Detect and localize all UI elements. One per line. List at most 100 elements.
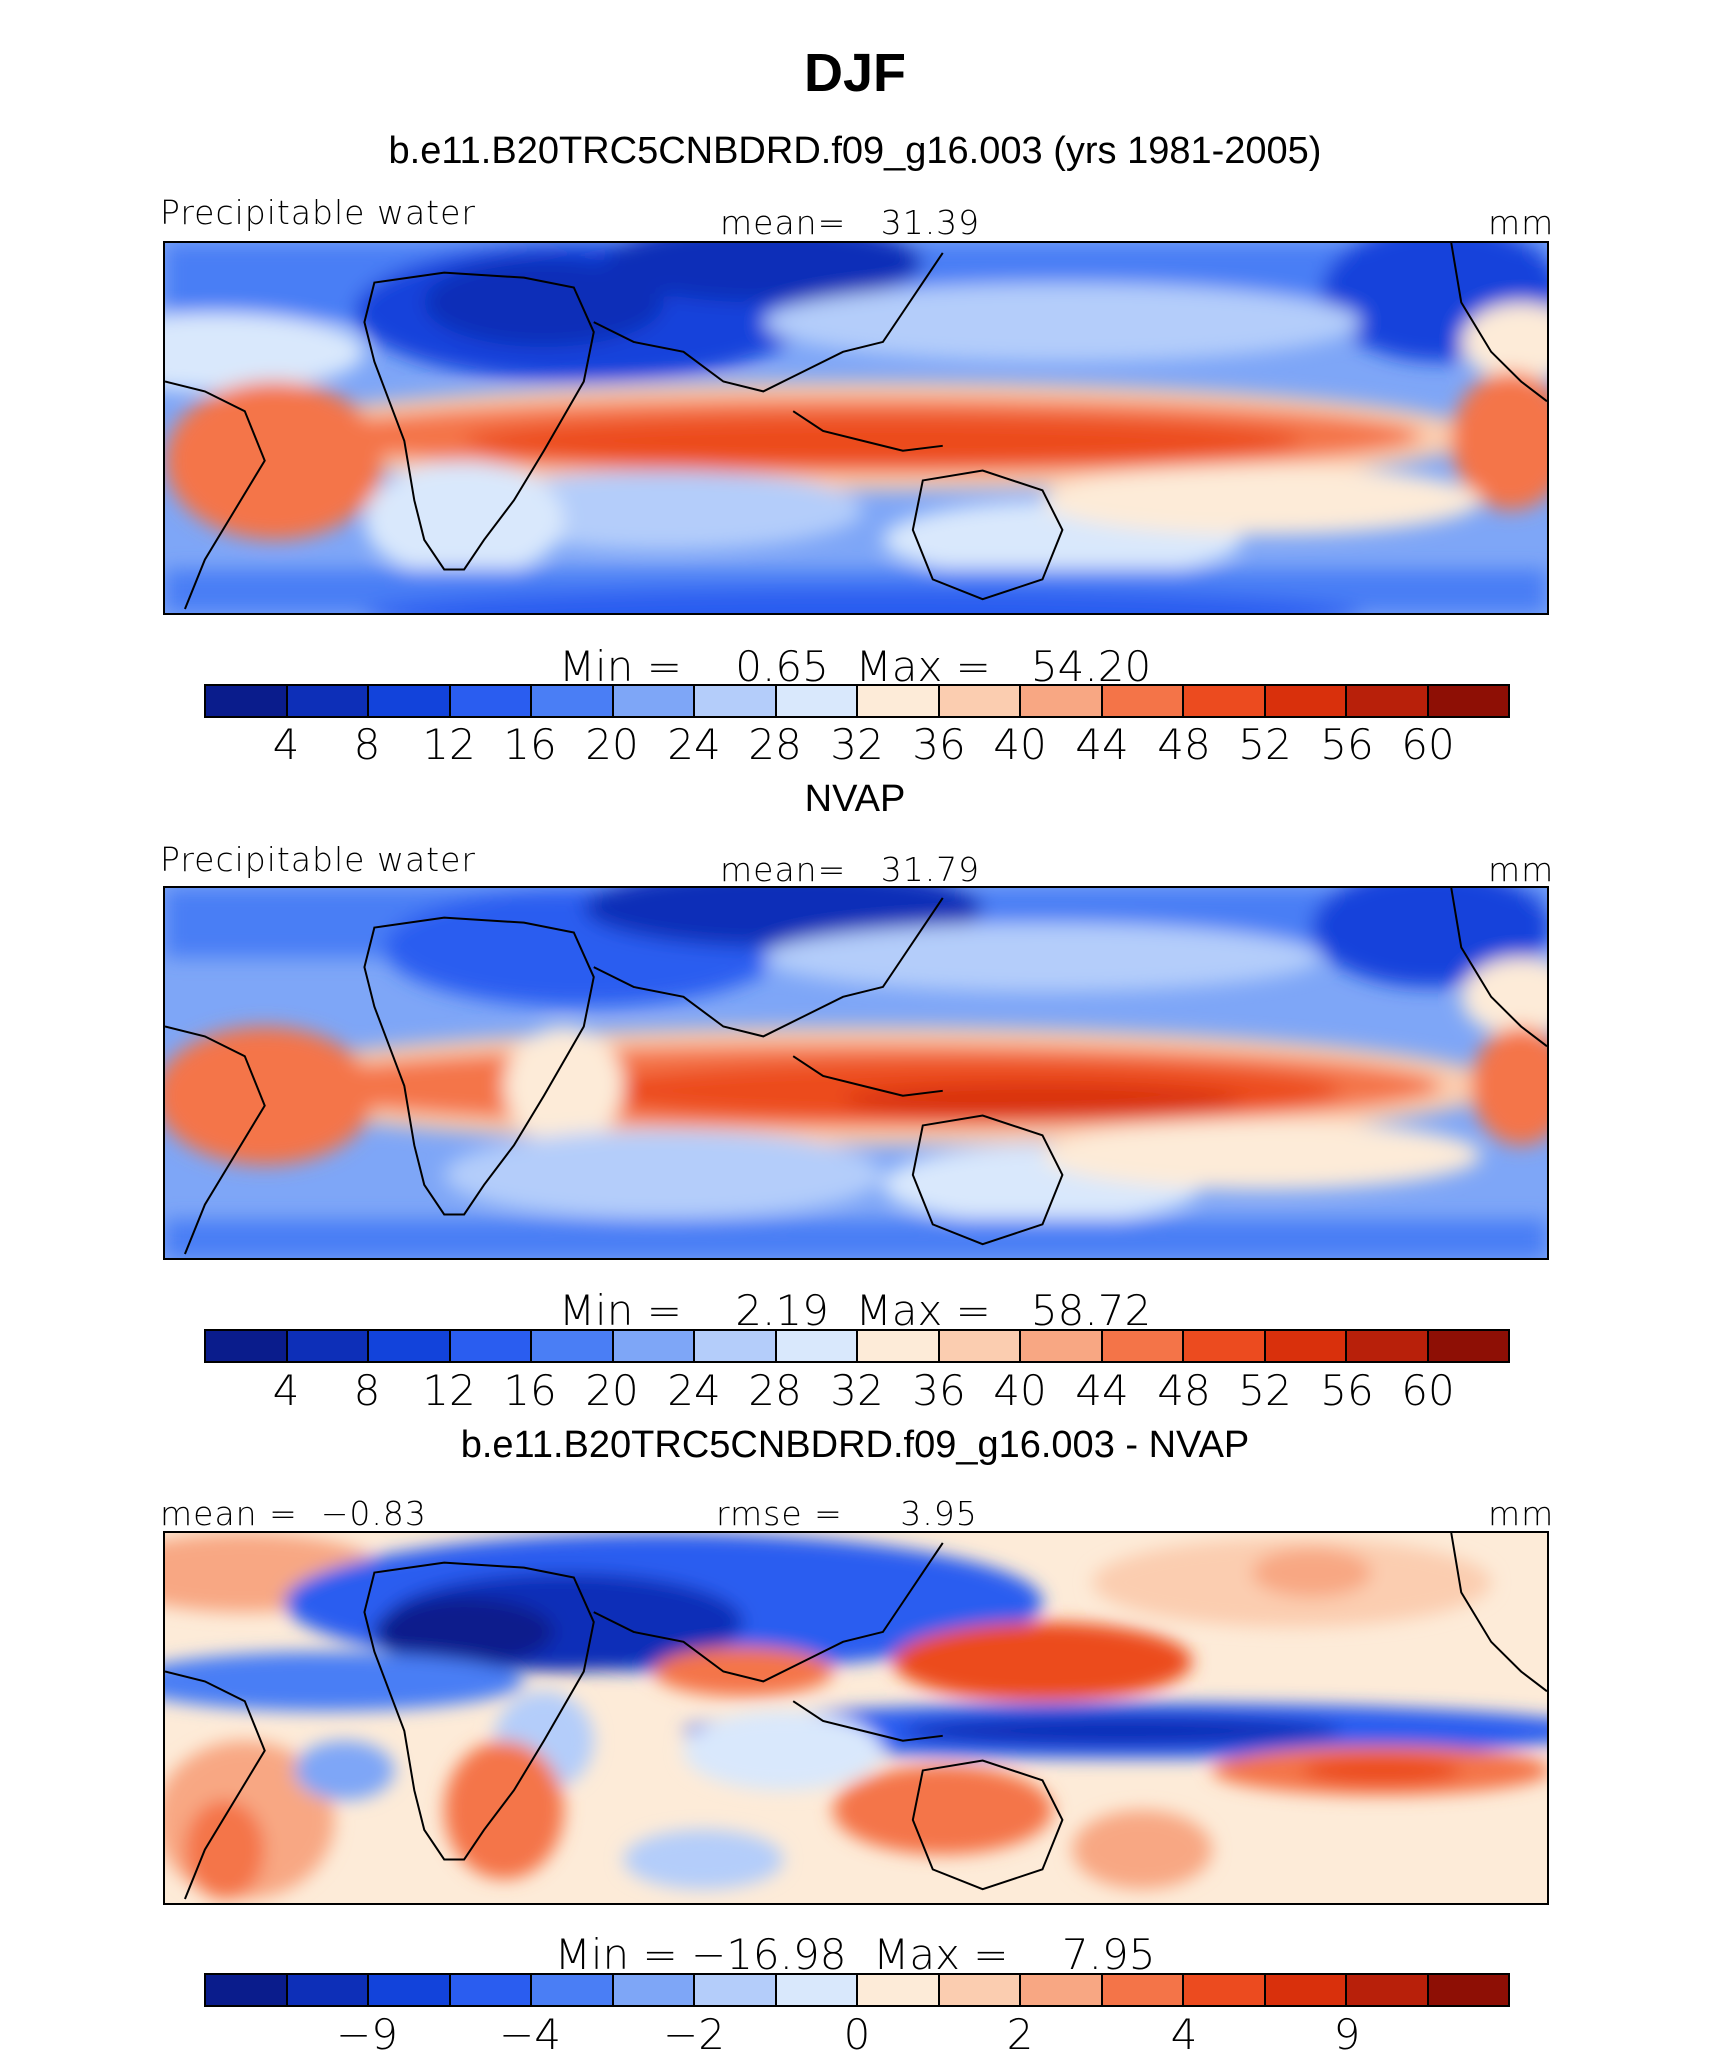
tick-label: 32 — [830, 1366, 884, 1415]
colorbar-box — [695, 686, 777, 716]
panel-3-colorbar-ticks: −9 −4 −2 0 2 4 9 — [0, 2010, 1710, 2060]
tick-label: 16 — [503, 720, 557, 769]
panel-3-rmse-label: rmse = 3.95 — [716, 1494, 978, 1533]
tick-label: 8 — [353, 720, 381, 769]
panel-3-minmax: Min = −16.98 Max = 7.95 — [554, 1930, 1156, 1979]
tick-label: 12 — [422, 720, 476, 769]
panel-2-coastlines — [165, 888, 1547, 1255]
panel-2-colorbar-ticks: 4 8 12 16 20 24 28 32 36 40 44 48 52 56 … — [0, 1366, 1710, 1416]
colorbar-box — [695, 1975, 777, 2005]
panel-1-coastlines — [165, 243, 1547, 610]
panel-2-subtitle: NVAP — [804, 778, 906, 820]
colorbar-box — [1428, 1975, 1508, 2005]
colorbar-box — [369, 1331, 451, 1361]
panel-3-field — [165, 1533, 1547, 1903]
tick-label: 2 — [1006, 2010, 1034, 2059]
colorbar-box — [858, 686, 940, 716]
colorbar-box — [1265, 686, 1347, 716]
colorbar-box — [1184, 1975, 1266, 2005]
tick-label: 24 — [667, 1366, 721, 1415]
panel-3-coastlines — [165, 1533, 1547, 1900]
tick-label: 40 — [993, 1366, 1047, 1415]
colorbar-box — [1347, 1331, 1429, 1361]
tick-label: 20 — [585, 1366, 639, 1415]
tick-label: 4 — [272, 720, 300, 769]
tick-label: 0 — [843, 2010, 871, 2059]
colorbar-box — [287, 1331, 369, 1361]
panel-3-map — [163, 1531, 1549, 1905]
colorbar-box — [450, 686, 532, 716]
colorbar-box — [369, 1975, 451, 2005]
tick-label: 52 — [1238, 720, 1292, 769]
colorbar-box — [939, 1975, 1021, 2005]
colorbar-box — [206, 1331, 288, 1361]
tick-label: 44 — [1075, 720, 1129, 769]
tick-label: 8 — [353, 1366, 381, 1415]
tick-label: 60 — [1401, 1366, 1455, 1415]
panel-1-field — [165, 243, 1547, 613]
colorbar-box — [613, 686, 695, 716]
colorbar-box — [1184, 1331, 1266, 1361]
panel-1-subtitle: b.e11.B20TRC5CNBDRD.f09_g16.003 (yrs 198… — [388, 130, 1322, 172]
colorbar-box — [532, 686, 614, 716]
tick-label: 56 — [1320, 720, 1374, 769]
tick-label: 4 — [1170, 2010, 1198, 2059]
tick-label: 36 — [912, 1366, 966, 1415]
tick-label: 16 — [503, 1366, 557, 1415]
panel-2-map — [163, 886, 1549, 1260]
tick-label: 44 — [1075, 1366, 1129, 1415]
panel-1-colorbar — [204, 684, 1510, 718]
tick-label: 60 — [1401, 720, 1455, 769]
colorbar-box — [1265, 1331, 1347, 1361]
colorbar-box — [1021, 686, 1103, 716]
colorbar-box — [287, 1975, 369, 2005]
colorbar-box — [1347, 1975, 1429, 2005]
tick-label: 48 — [1157, 1366, 1211, 1415]
colorbar-box — [858, 1331, 940, 1361]
tick-label: 32 — [830, 720, 884, 769]
colorbar-box — [613, 1975, 695, 2005]
colorbar-box — [776, 1975, 858, 2005]
panel-1-colorbar-ticks: 4 8 12 16 20 24 28 32 36 40 44 48 52 56 … — [0, 720, 1710, 770]
colorbar-box — [939, 686, 1021, 716]
tick-label: 56 — [1320, 1366, 1374, 1415]
tick-label: −9 — [336, 2010, 398, 2059]
colorbar-box — [695, 1331, 777, 1361]
panel-2-mean-label: mean= 31.79 — [720, 850, 981, 889]
colorbar-box — [532, 1331, 614, 1361]
colorbar-box — [1021, 1975, 1103, 2005]
figure-title: DJF — [803, 43, 906, 103]
colorbar-box — [1428, 1331, 1508, 1361]
panel-1-variable-label: Precipitable water — [160, 193, 476, 232]
tick-label: 40 — [993, 720, 1047, 769]
tick-label: 9 — [1333, 2010, 1361, 2059]
tick-label: −4 — [499, 2010, 561, 2059]
tick-label: 48 — [1157, 720, 1211, 769]
colorbar-box — [1102, 1975, 1184, 2005]
colorbar-box — [776, 1331, 858, 1361]
tick-label: 20 — [585, 720, 639, 769]
colorbar-box — [206, 1975, 288, 2005]
panel-3-units-label: mm — [1488, 1494, 1555, 1533]
colorbar-box — [450, 1331, 532, 1361]
panel-2-units-label: mm — [1488, 850, 1555, 889]
panel-1-units-label: mm — [1488, 203, 1555, 242]
colorbar-box — [1265, 1975, 1347, 2005]
panel-1-minmax: Min = 0.65 Max = 54.20 — [558, 642, 1152, 691]
panel-2-minmax: Min = 2.19 Max = 58.72 — [558, 1286, 1152, 1335]
panel-1-map — [163, 241, 1549, 615]
colorbar-box — [1347, 686, 1429, 716]
colorbar-box — [1428, 686, 1508, 716]
colorbar-box — [613, 1331, 695, 1361]
colorbar-box — [939, 1331, 1021, 1361]
colorbar-box — [287, 686, 369, 716]
tick-label: 28 — [748, 720, 802, 769]
tick-label: −2 — [663, 2010, 725, 2059]
colorbar-box — [369, 686, 451, 716]
tick-label: 12 — [422, 1366, 476, 1415]
tick-label: 24 — [667, 720, 721, 769]
panel-3-colorbar — [204, 1973, 1510, 2007]
colorbar-box — [1102, 1331, 1184, 1361]
colorbar-box — [206, 686, 288, 716]
tick-label: 4 — [272, 1366, 300, 1415]
